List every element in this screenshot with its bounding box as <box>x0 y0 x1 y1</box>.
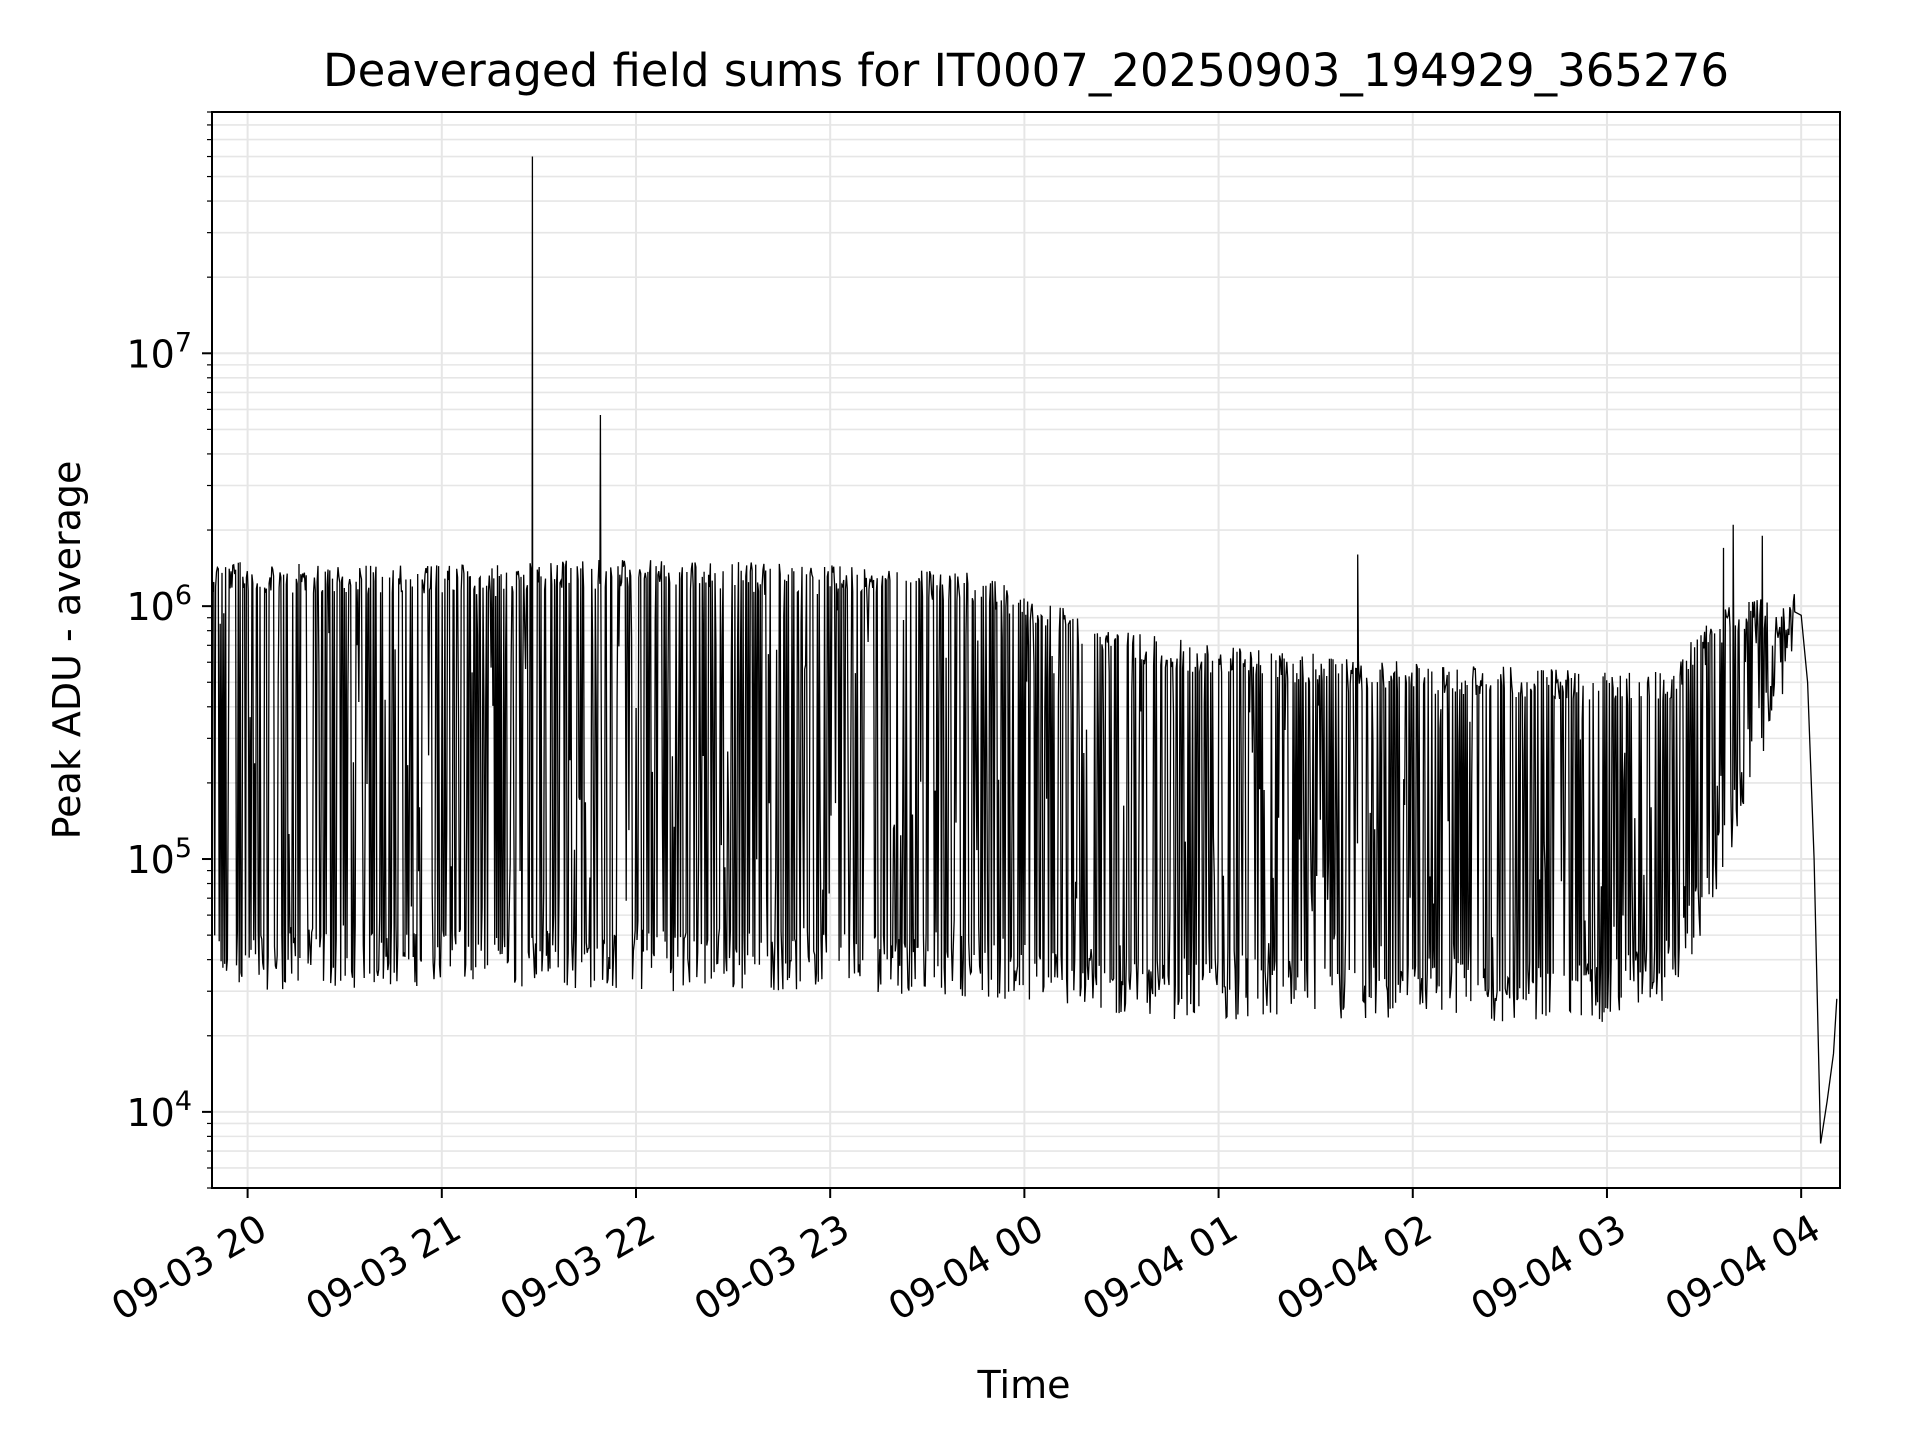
y-tick-label: 106 <box>126 580 192 629</box>
plot-frame <box>211 111 1841 1189</box>
y-tick-label: 104 <box>126 1086 192 1135</box>
y-tick-label: 105 <box>126 833 192 882</box>
x-axis-label: Time <box>977 1363 1071 1407</box>
y-axis-label: Peak ADU - average <box>45 461 89 840</box>
y-tick-label: 107 <box>126 327 192 376</box>
chart-title: Deaveraged field sums for IT0007_2025090… <box>323 44 1729 97</box>
series-line <box>211 156 1838 1144</box>
plot-area <box>211 156 1838 1144</box>
